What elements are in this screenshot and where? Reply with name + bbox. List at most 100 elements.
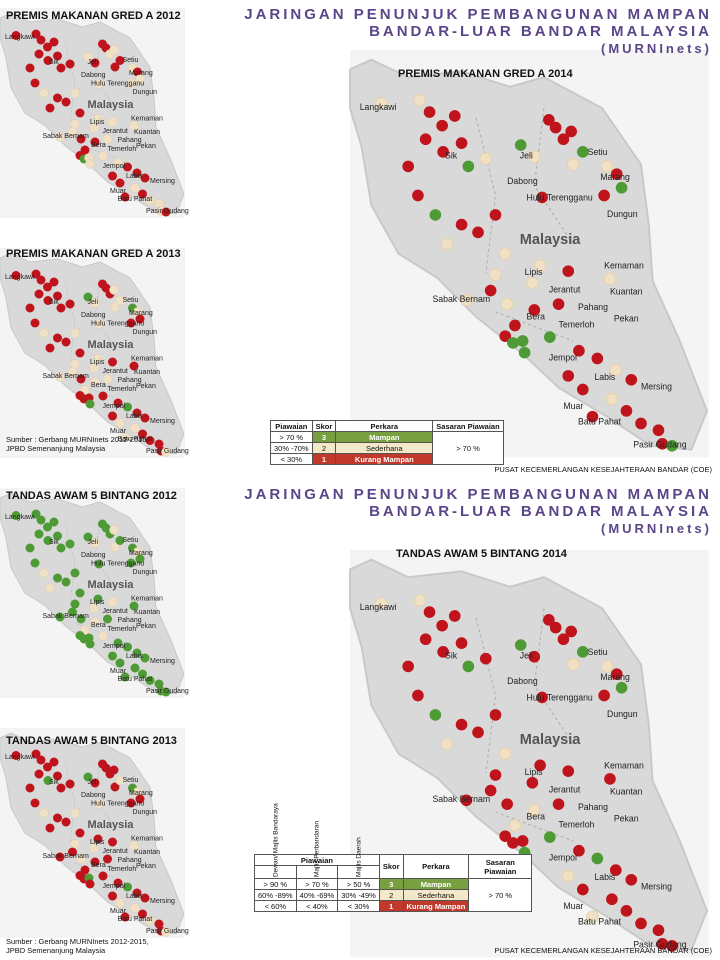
premise-marker	[90, 538, 100, 548]
place-label-kuantan: Kuantan	[134, 849, 160, 856]
place-label-pasir_gudang: Pasir Gudang	[146, 688, 189, 695]
place-label-dungun: Dungun	[133, 89, 158, 96]
state-boundaries	[475, 608, 574, 842]
place-label-jempol: Jempol	[103, 883, 126, 890]
place-label-kuantan: Kuantan	[134, 369, 160, 376]
premise-marker	[455, 718, 468, 731]
place-label-pasir_gudang: Pasir Gudang	[146, 448, 189, 455]
premise-marker	[576, 883, 589, 896]
premise-marker	[544, 331, 556, 343]
place-label-dabong: Dabong	[81, 792, 106, 799]
premise-marker	[498, 747, 512, 761]
premise-marker	[154, 439, 164, 449]
place-label-setiu: Setiu	[123, 57, 139, 64]
premise-marker	[43, 56, 53, 65]
place-label-jempol: Jempol	[549, 852, 577, 862]
premise-marker	[429, 709, 442, 721]
place-label-marang: Marang	[129, 550, 153, 557]
map-title-2012: TANDAS AWAM 5 BINTANG 2012	[6, 490, 177, 502]
premise-marker	[93, 114, 103, 124]
premise-marker	[455, 137, 468, 149]
premise-marker	[65, 539, 75, 549]
premise-marker	[34, 289, 44, 299]
premise-marker	[90, 778, 100, 788]
premise-marker	[552, 798, 565, 810]
premise-marker	[65, 779, 75, 789]
premise-marker	[161, 207, 171, 217]
premise-marker	[609, 363, 623, 377]
premise-marker	[666, 439, 678, 452]
place-label-malaysia: Malaysia	[88, 339, 135, 351]
legend-header-sasaran: Sasaran Piawaian	[468, 854, 533, 879]
premise-marker	[109, 45, 119, 55]
place-label-pahang: Pahang	[578, 802, 608, 812]
place-label-pasir_gudang: Pasir Gudang	[633, 440, 686, 450]
premise-marker	[31, 509, 41, 519]
premise-marker	[413, 594, 427, 607]
premise-marker	[489, 709, 502, 721]
premise-marker	[620, 905, 633, 917]
premise-marker	[68, 847, 77, 857]
premise-marker	[484, 784, 497, 797]
premise-marker	[34, 49, 44, 59]
premise-marker	[460, 794, 473, 807]
premise-marker	[98, 391, 108, 401]
premise-marker	[110, 302, 120, 312]
legend-perbandaran-cell: < 40%	[295, 900, 339, 912]
premise-marker	[514, 139, 527, 151]
legend-table: Piawaian Skor Perkara Sasaran Piawaian >…	[270, 420, 504, 465]
place-label-batu_pahat: Batu Pahat	[118, 436, 153, 443]
place-label-dungun: Dungun	[133, 329, 158, 336]
legend-skor-cell: 3	[378, 878, 404, 890]
premise-marker	[11, 31, 21, 40]
place-label-pekan: Pekan	[136, 623, 156, 630]
premise-marker	[103, 854, 112, 864]
place-label-setiu: Setiu	[123, 777, 139, 784]
place-label-setiu: Setiu	[123, 537, 139, 544]
place-label-jerantut: Jerantut	[103, 848, 128, 855]
premise-marker	[145, 436, 155, 445]
premise-marker	[576, 646, 589, 658]
premise-marker	[132, 648, 142, 658]
place-label-temerloh: Temerloh	[108, 626, 137, 633]
peninsula-landmass	[349, 558, 709, 951]
premise-marker	[462, 160, 475, 173]
premise-marker	[83, 292, 93, 302]
premise-marker	[34, 529, 44, 539]
legend-perbandaran-cell: 40% -69%	[295, 889, 339, 901]
premise-marker	[115, 658, 125, 668]
premis-2012-map: Langkawi Sik Jeli Dabong Setiu Marang Hulu Ter…	[0, 8, 189, 218]
premise-marker	[527, 150, 541, 164]
premise-marker	[98, 631, 108, 641]
premise-marker	[501, 798, 513, 810]
premise-marker	[129, 361, 139, 371]
premise-marker	[39, 88, 49, 98]
premise-marker	[56, 303, 66, 313]
premise-marker	[526, 776, 539, 789]
place-label-labis: Labis	[594, 872, 615, 882]
premise-marker	[43, 42, 52, 52]
place-label-marang: Marang	[129, 310, 153, 317]
place-label-muar: Muar	[110, 668, 127, 675]
premise-marker	[76, 614, 86, 624]
legend-piawaian-cell: < 30%	[270, 453, 313, 465]
source-line-2: JPBD Semenanjung Malaysia	[6, 444, 106, 453]
premise-marker	[625, 373, 638, 386]
premise-marker	[656, 438, 669, 450]
place-label-marang: Marang	[600, 672, 630, 682]
premise-marker	[615, 681, 628, 694]
place-label-mersing: Mersing	[641, 382, 672, 392]
premise-marker	[527, 803, 541, 817]
premise-marker	[115, 775, 125, 786]
place-label-dungun: Dungun	[133, 569, 158, 576]
premise-marker	[543, 614, 555, 626]
premise-marker	[544, 831, 556, 843]
page-heading: JARINGAN PENUNJUK PEMBANGUNAN MAMPAN BAN…	[244, 6, 712, 57]
premise-marker	[126, 798, 136, 808]
premise-marker	[70, 328, 80, 338]
state-boundaries	[64, 757, 116, 879]
tandas-2012-map: Langkawi Sik Jeli Dabong Setiu Marang Hulu Ter…	[0, 488, 189, 698]
premise-marker	[161, 927, 171, 937]
premise-marker	[625, 873, 638, 886]
place-label-pahang: Pahang	[118, 137, 142, 144]
